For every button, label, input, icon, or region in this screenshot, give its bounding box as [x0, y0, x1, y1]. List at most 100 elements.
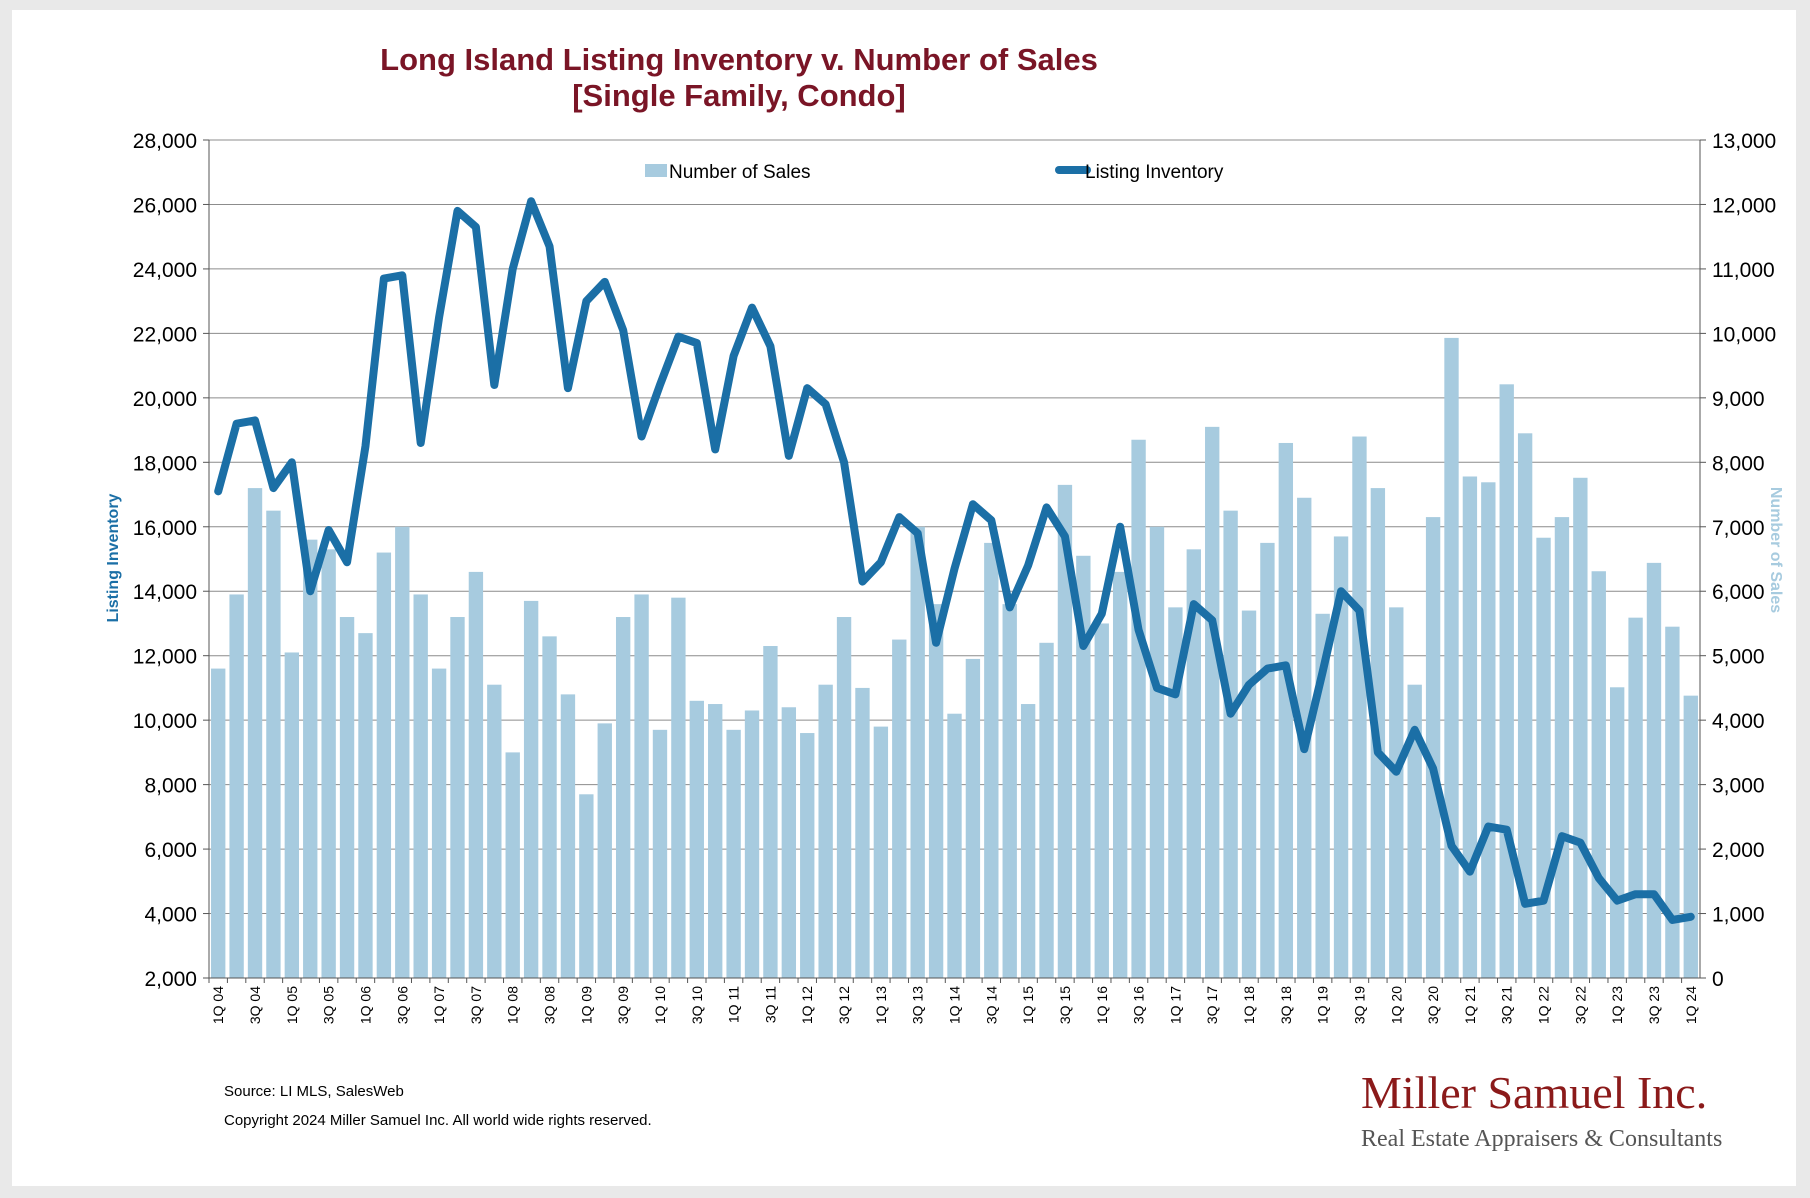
x-tick-label: 3Q 13 [910, 986, 926, 1024]
sales-bar [1241, 610, 1257, 978]
chart-frame: Long Island Listing Inventory v. Number … [12, 10, 1796, 1186]
sales-bar [652, 729, 668, 978]
sales-bar [873, 726, 889, 978]
x-tick-label: 3Q 08 [542, 986, 558, 1024]
sales-bar [1591, 571, 1606, 978]
sales-bar [339, 617, 355, 978]
logo-name: Miller Samuel Inc. [1361, 1067, 1707, 1118]
sales-bar [1094, 623, 1109, 978]
x-tick-label: 1Q 12 [799, 986, 815, 1024]
left-y-ticks: 2,000 4,000 6,000 8,000 10,000 12,000 14,000 16… [133, 130, 197, 991]
sales-bar [1076, 555, 1091, 978]
sales-bar [1020, 704, 1036, 978]
sales-bar [1186, 549, 1201, 978]
legend-inventory-label: Listing Inventory [1085, 162, 1224, 183]
sales-bar [1002, 604, 1017, 978]
right-tick-label: 10,000 [1712, 323, 1776, 346]
sales-bar [708, 704, 723, 978]
chart-svg: Long Island Listing Inventory v. Number … [105, 42, 1784, 1152]
sales-bar [1260, 542, 1275, 978]
sales-bar [1425, 517, 1441, 978]
sales-bar [1057, 484, 1073, 978]
company-logo: Miller Samuel Inc. Real Estate Appraiser… [1361, 1067, 1722, 1152]
left-tick-label: 18,000 [133, 452, 197, 475]
sales-bar [965, 658, 981, 978]
x-tick-label: 3Q 06 [394, 986, 410, 1024]
sales-bar [1131, 439, 1146, 978]
sales-bar [1517, 433, 1533, 978]
x-tick-label: 1Q 14 [947, 986, 963, 1024]
x-tick-label: 3Q 04 [247, 986, 263, 1024]
left-tick-label: 4,000 [144, 904, 197, 927]
sales-bar [1665, 626, 1680, 978]
x-tick-labels: 1Q 04 3Q 04 1Q 05 3Q 05 1Q 06 3Q 06 1Q 07 3Q 07… [208, 978, 1699, 1024]
sales-bar [634, 594, 649, 978]
left-tick-label: 22,000 [133, 323, 197, 346]
sales-bar [1462, 476, 1478, 978]
right-axis-title: Number of Sales [1767, 487, 1784, 613]
x-tick-label: 1Q 09 [578, 986, 594, 1024]
sales-bar [1223, 510, 1238, 978]
sales-bar [1168, 607, 1183, 978]
sales-bar [303, 539, 318, 978]
sales-bar [358, 633, 373, 978]
x-tick-label: 3Q 05 [321, 986, 337, 1024]
x-tick-label: 3Q 16 [1131, 986, 1147, 1024]
x-tick-label: 3Q 23 [1646, 986, 1662, 1024]
sales-bar [910, 526, 925, 978]
copyright-note: Copyright 2024 Miller Samuel Inc. All wo… [224, 1112, 652, 1129]
legend-sales-label: Number of Sales [669, 162, 811, 183]
x-tick-label: 1Q 15 [1020, 986, 1036, 1024]
sales-bar [431, 668, 447, 978]
sales-bar [284, 652, 300, 978]
sales-bar [1039, 642, 1054, 978]
x-tick-label: 1Q 05 [284, 986, 300, 1024]
logo-tagline: Real Estate Appraisers & Consultants [1361, 1126, 1722, 1152]
x-tick-label: 3Q 22 [1572, 986, 1588, 1024]
sales-bar [468, 571, 484, 978]
x-tick-label: 1Q 19 [1315, 986, 1331, 1024]
x-tick-label: 3Q 07 [468, 986, 484, 1024]
x-tick-label: 3Q 18 [1278, 986, 1294, 1024]
x-tick-label: 1Q 24 [1683, 986, 1699, 1024]
right-tick-label: 11,000 [1712, 259, 1775, 282]
sales-bar [763, 646, 778, 978]
right-tick-label: 6,000 [1712, 581, 1765, 604]
left-tick-label: 16,000 [133, 517, 197, 540]
x-tick-label: 1Q 07 [431, 986, 447, 1024]
sales-bar [689, 700, 704, 978]
sales-bar [1407, 684, 1422, 978]
x-tick-label: 3Q 17 [1204, 986, 1220, 1024]
legend-sales-swatch [645, 164, 667, 177]
sales-bar [892, 639, 907, 978]
sales-bar [1609, 687, 1625, 978]
x-tick-label: 1Q 10 [652, 986, 668, 1024]
right-tick-label: 13,000 [1712, 130, 1776, 153]
right-tick-label: 3,000 [1712, 775, 1765, 798]
sales-bar [1352, 436, 1367, 978]
left-tick-label: 6,000 [144, 839, 197, 862]
x-tick-label: 3Q 19 [1352, 986, 1368, 1024]
x-tick-label: 1Q 11 [726, 986, 742, 1023]
sales-bar [523, 600, 539, 978]
sales-bar [1444, 337, 1459, 978]
sales-bar [800, 733, 815, 978]
x-tick-label: 1Q 17 [1167, 986, 1183, 1024]
sales-bar [1389, 607, 1404, 978]
sales-bar [1112, 571, 1128, 978]
x-tick-label: 3Q 12 [836, 986, 852, 1024]
sales-bar [1573, 477, 1588, 978]
right-tick-label: 9,000 [1712, 388, 1765, 411]
sales-bar [1149, 526, 1165, 978]
left-tick-label: 20,000 [133, 388, 197, 411]
sales-bar [505, 752, 520, 978]
x-tick-label: 3Q 20 [1425, 986, 1441, 1024]
sales-bar [542, 636, 557, 978]
sales-bar [321, 549, 336, 978]
x-tick-label: 1Q 20 [1388, 986, 1404, 1024]
sales-bar [781, 707, 797, 978]
sales-bar [413, 594, 428, 978]
x-tick-label: 1Q 06 [358, 986, 374, 1024]
sales-bar [376, 552, 392, 978]
x-tick-label: 1Q 23 [1609, 986, 1625, 1024]
